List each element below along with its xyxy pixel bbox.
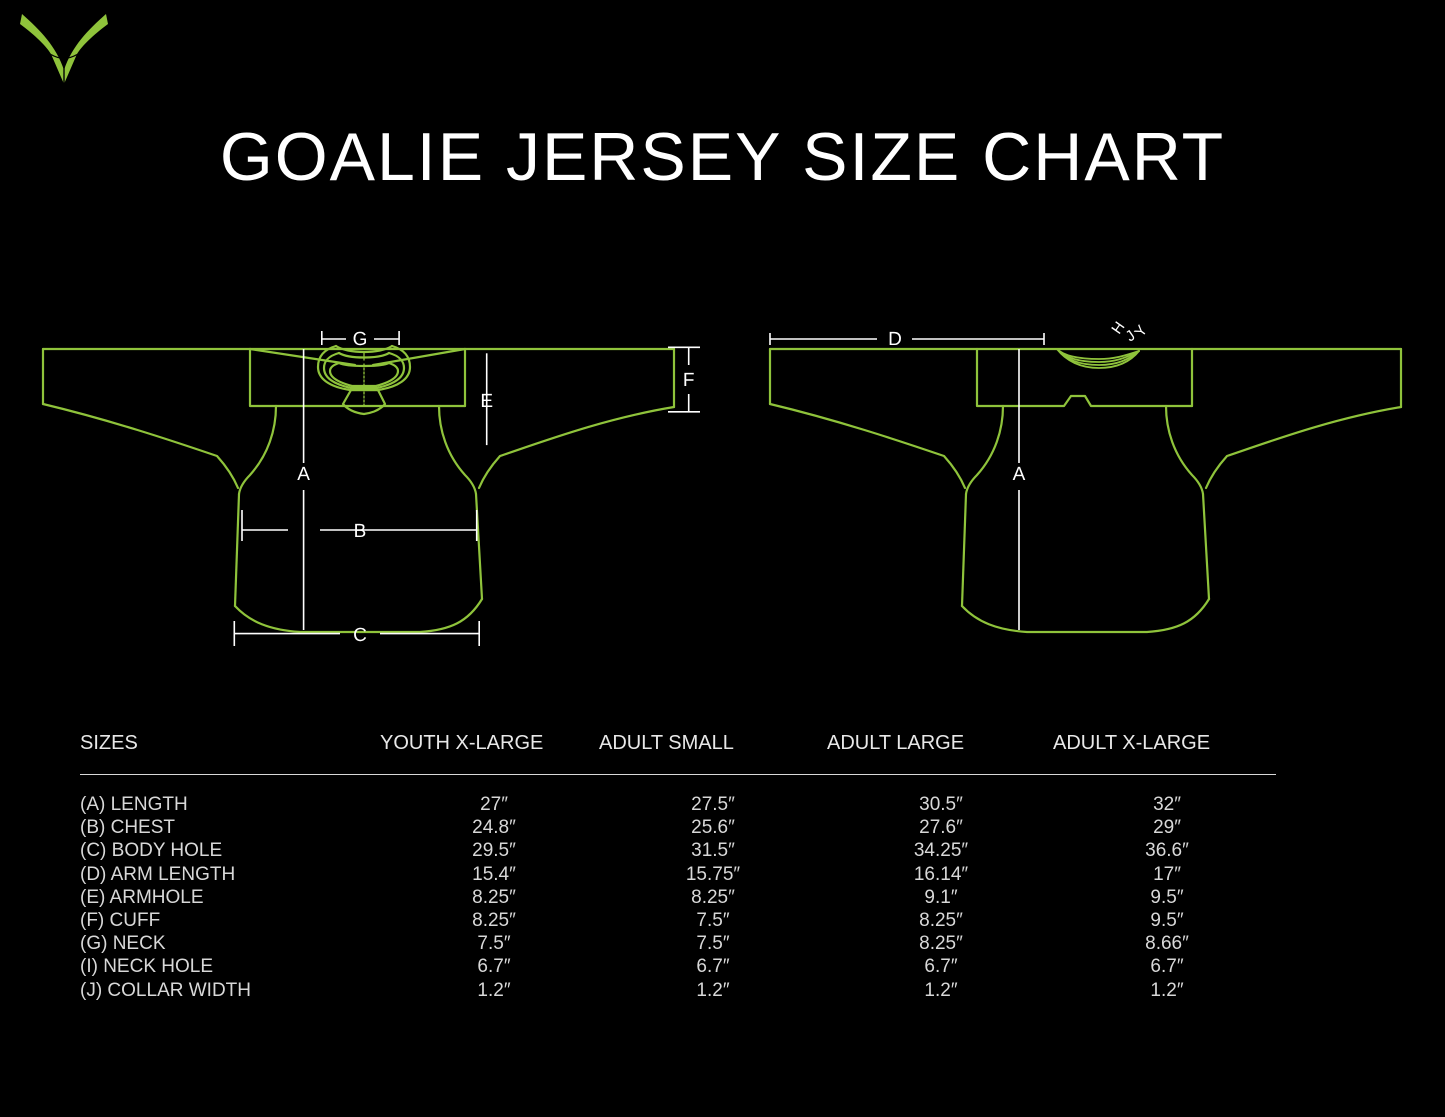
svg-text:A: A xyxy=(297,464,310,485)
svg-text:F: F xyxy=(683,370,695,391)
svg-text:C: C xyxy=(353,625,367,646)
svg-text:D: D xyxy=(888,329,902,350)
svg-text:A: A xyxy=(1013,464,1026,485)
svg-text:E: E xyxy=(480,391,493,412)
svg-text:G: G xyxy=(353,329,368,350)
svg-text:B: B xyxy=(354,521,367,542)
